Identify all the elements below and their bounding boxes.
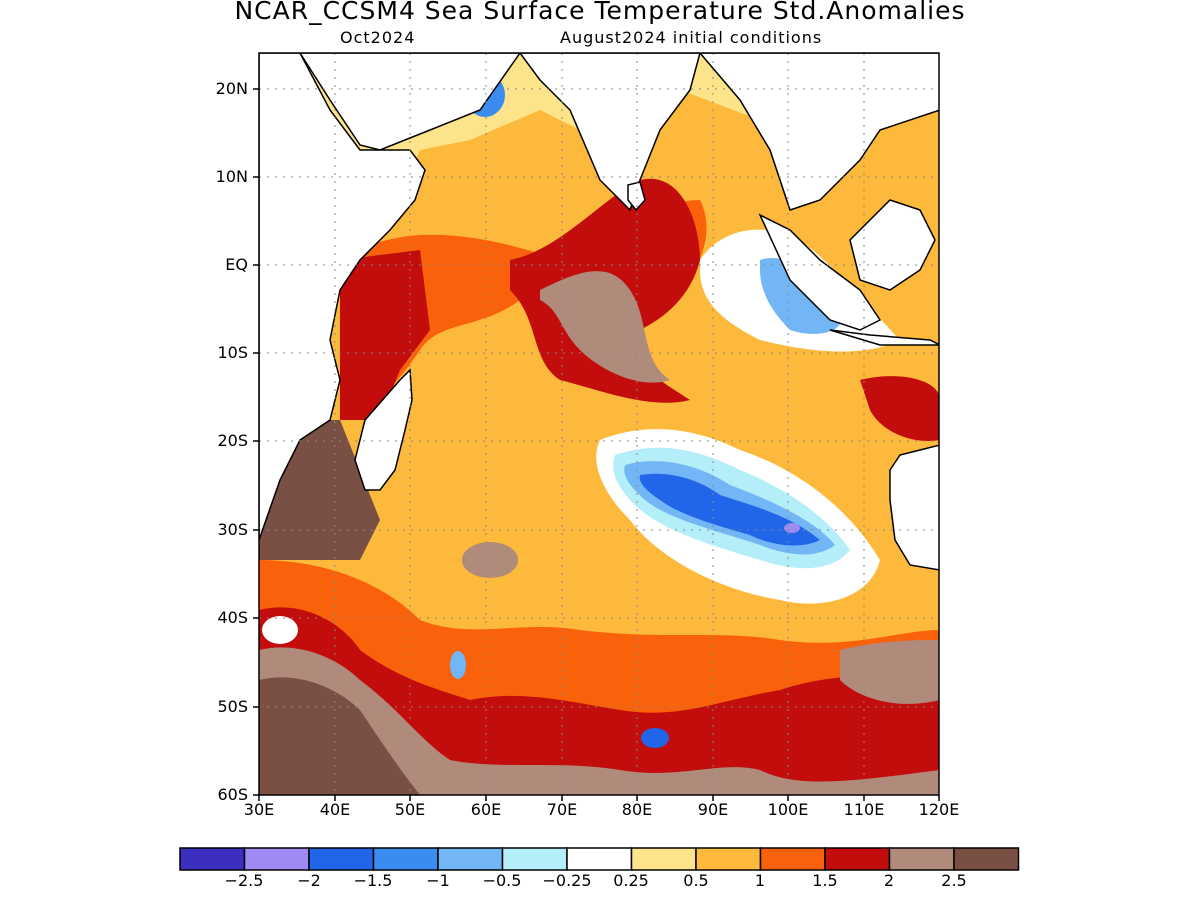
- colorbar-swatch: [888, 847, 955, 871]
- lat-label-10n: 10N: [215, 167, 248, 186]
- colorbar-swatch: [824, 847, 891, 871]
- anomaly-spot-neutral-sw: [262, 616, 298, 644]
- lon-label-50e: 50E: [394, 800, 426, 819]
- colorbar-label: 2: [883, 871, 895, 890]
- lon-label-120e: 120E: [918, 800, 960, 819]
- lat-label-20n: 20N: [215, 79, 248, 98]
- australia-landmass: [889, 444, 939, 571]
- colorbar-label: −1: [426, 871, 450, 890]
- anomaly-region-subtropical-cool-3: [639, 473, 820, 546]
- anomaly-spot-strong-south: [462, 542, 518, 578]
- colorbar-label: −2.5: [224, 871, 264, 890]
- lat-label-60s: 60S: [217, 785, 248, 804]
- colorbar-swatch: [437, 847, 504, 871]
- colorbar-label: 1: [754, 871, 766, 890]
- map-grid: [259, 53, 939, 795]
- colorbar: [179, 847, 1020, 871]
- colorbar-label: −0.25: [542, 871, 592, 890]
- colorbar-swatch: [759, 847, 826, 871]
- forecast-month: Oct2024: [340, 28, 416, 47]
- axis-ticks: [253, 88, 940, 801]
- colorbar-swatch: [695, 847, 762, 871]
- colorbar-label: 2.5: [941, 871, 967, 890]
- land-masses: [259, 53, 939, 571]
- map-frame: [258, 52, 940, 796]
- africa-landmass: [259, 53, 426, 541]
- colorbar-swatch: [243, 847, 310, 871]
- borneo-landmass: [849, 199, 936, 291]
- initial-conditions: August2024 initial conditions: [560, 28, 823, 47]
- lon-label-60e: 60E: [470, 800, 502, 819]
- colorbar-swatch: [566, 847, 633, 871]
- lat-label-30s: 30S: [217, 520, 248, 539]
- anomaly-region-sumatra-cool: [760, 258, 842, 334]
- colorbar-swatch: [953, 847, 1020, 871]
- colorbar-swatch: [308, 847, 375, 871]
- lon-label-100e: 100E: [767, 800, 809, 819]
- colorbar-label: 1.5: [812, 871, 838, 890]
- anomaly-region-madagascar-north: [340, 250, 430, 420]
- anomaly-region-subtropical-min: [784, 523, 800, 533]
- madagascar-landmass: [354, 368, 413, 491]
- sri-lanka-landmass: [627, 181, 646, 212]
- sumatra-landmass: [758, 213, 882, 331]
- colorbar-label: −0.5: [482, 871, 522, 890]
- anomaly-region-southeast-strong: [840, 640, 939, 704]
- anomaly-region-southern-very-strong: [259, 647, 939, 795]
- colorbar-swatch: [372, 847, 439, 871]
- colorbar-swatch: [501, 847, 568, 871]
- lon-label-30e: 30E: [243, 800, 275, 819]
- southeast-asia-landmass: [699, 53, 939, 211]
- lat-label-40s: 40S: [217, 608, 248, 627]
- colorbar-label: −2: [297, 871, 321, 890]
- lat-label-10s: 10S: [217, 343, 248, 362]
- anomaly-spot-cool-southwest: [450, 651, 466, 679]
- lon-label-40e: 40E: [319, 800, 351, 819]
- colorbar-label: −1.5: [353, 871, 393, 890]
- map-title: NCAR_CCSM4 Sea Surface Temperature Std.A…: [234, 0, 966, 25]
- anomaly-region-west-australia: [860, 376, 939, 441]
- lat-label-20s: 20S: [217, 431, 248, 450]
- lon-label-90e: 90E: [697, 800, 729, 819]
- lon-label-80e: 80E: [621, 800, 653, 819]
- anomaly-spot-cool-south: [641, 728, 669, 748]
- lon-label-110e: 110E: [843, 800, 885, 819]
- lat-label-50s: 50S: [217, 697, 248, 716]
- colorbar-swatch: [630, 847, 697, 871]
- colorbar-swatch: [179, 847, 246, 871]
- java-landmass: [829, 329, 939, 346]
- colorbar-label: 0.5: [683, 871, 709, 890]
- anomaly-region-central-core: [540, 271, 670, 383]
- lat-label-eq: EQ: [225, 255, 248, 274]
- lon-label-70e: 70E: [546, 800, 578, 819]
- colorbar-label: 0.25: [613, 871, 649, 890]
